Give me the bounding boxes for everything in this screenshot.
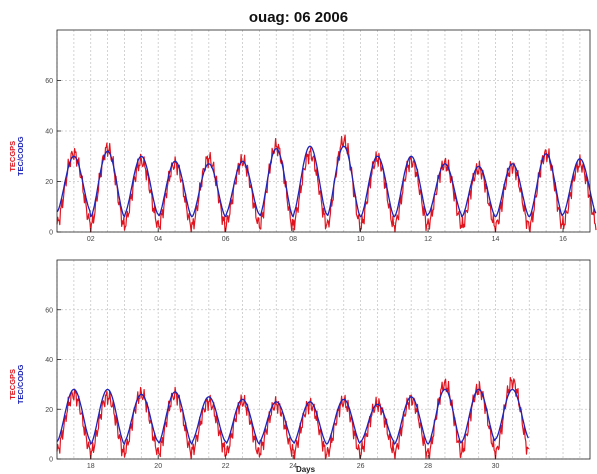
- x-tick-label: 20: [154, 463, 162, 470]
- series-line-teccodg: [56, 388, 529, 445]
- x-axis-label: Days: [296, 465, 316, 474]
- x-tick-label: 16: [559, 236, 567, 243]
- x-tick-label: 12: [424, 236, 432, 243]
- y-label-codg: TEC/CODG: [16, 136, 25, 176]
- y-label-gps: TECGPS: [8, 369, 17, 400]
- x-tick-label: 22: [222, 463, 230, 470]
- x-tick-label: 06: [222, 236, 230, 243]
- y-tick-label: 0: [49, 457, 53, 464]
- y-tick-label: 20: [45, 407, 53, 414]
- x-tick-label: 08: [289, 236, 297, 243]
- series-line-tecgps: [56, 134, 597, 233]
- y-tick-label: 40: [45, 357, 53, 364]
- y-label-gps: TECGPS: [8, 141, 17, 172]
- x-tick-label: 14: [492, 236, 500, 243]
- x-tick-label: 02: [87, 236, 95, 243]
- y-tick-label: 0: [49, 230, 53, 237]
- y-tick-label: 20: [45, 179, 53, 186]
- chart-title: ouag: 06 2006: [248, 9, 349, 26]
- y-tick-label: 60: [45, 78, 53, 85]
- y-tick-label: 60: [45, 307, 53, 314]
- x-tick-label: 10: [357, 236, 365, 243]
- y-tick-label: 40: [45, 129, 53, 136]
- series-line-teccodg: [56, 145, 597, 218]
- x-tick-label: 04: [154, 236, 162, 243]
- x-tick-label: 30: [492, 463, 500, 470]
- x-tick-label: 28: [424, 463, 432, 470]
- x-tick-label: 26: [357, 463, 365, 470]
- x-tick-label: 24: [289, 463, 297, 470]
- x-tick-label: 18: [87, 463, 95, 470]
- y-label-codg: TEC/CODG: [16, 364, 25, 404]
